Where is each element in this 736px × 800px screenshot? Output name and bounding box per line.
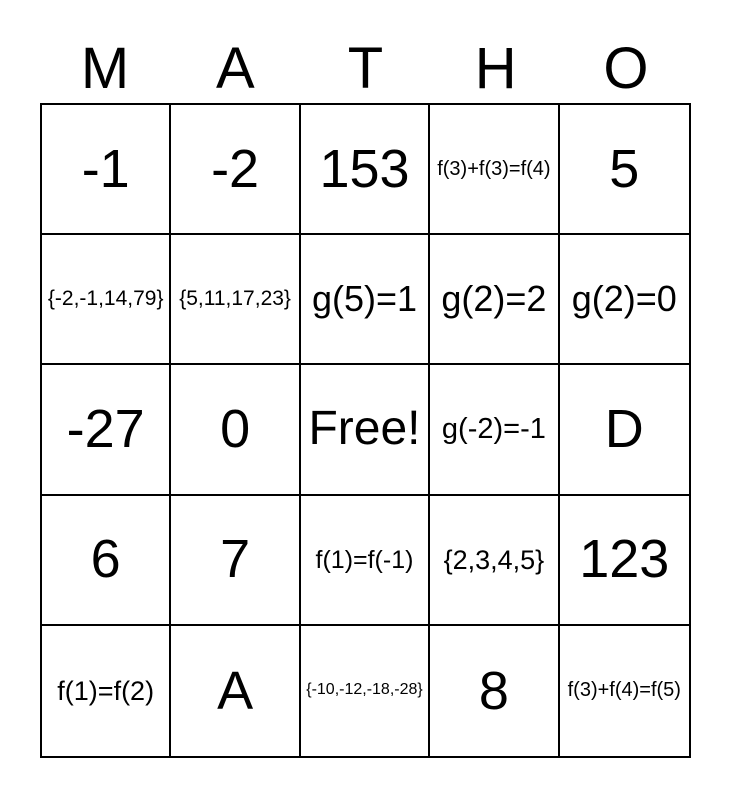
bingo-cell[interactable]: {2,3,4,5} — [430, 495, 560, 626]
bingo-cell[interactable]: g(2)=0 — [559, 235, 689, 366]
bingo-cell[interactable]: g(2)=2 — [430, 235, 560, 366]
free-cell[interactable]: Free! — [300, 365, 431, 496]
bingo-grid: -1 -2 153 f(3)+f(3)=f(4) 5 {-2,-1,14,79} {5,11… — [40, 103, 691, 758]
bingo-cell[interactable]: D — [559, 365, 689, 496]
bingo-cell[interactable]: 6 — [42, 495, 172, 626]
bingo-cell[interactable]: f(3)+f(3)=f(4) — [430, 105, 560, 236]
bingo-cell[interactable]: {-10,-12,-18,-28} — [300, 625, 431, 756]
column-letter-h: H — [474, 36, 517, 101]
bingo-cell[interactable]: g(5)=1 — [300, 235, 431, 366]
column-letter-m: M — [80, 36, 130, 101]
column-letter-a: A — [215, 36, 255, 101]
bingo-cell[interactable]: {5,11,17,23} — [171, 235, 301, 366]
bingo-cell[interactable]: f(3)+f(4)=f(5) — [559, 625, 689, 756]
bingo-cell[interactable]: {-2,-1,14,79} — [42, 235, 172, 366]
bingo-cell[interactable]: f(1)=f(2) — [42, 625, 172, 756]
bingo-cell[interactable]: 5 — [559, 105, 689, 236]
column-letter-t: T — [347, 36, 384, 101]
bingo-cell[interactable]: -2 — [171, 105, 301, 236]
bingo-cell[interactable]: 123 — [559, 495, 689, 626]
bingo-cell[interactable]: -27 — [42, 365, 172, 496]
bingo-cell[interactable]: 153 — [300, 105, 431, 236]
column-letter-o: O — [603, 36, 649, 101]
bingo-cell[interactable]: 0 — [171, 365, 301, 496]
bingo-cell[interactable]: A — [171, 625, 301, 756]
bingo-cell[interactable]: g(-2)=-1 — [430, 365, 560, 496]
bingo-cell[interactable]: 8 — [430, 625, 560, 756]
bingo-cell[interactable]: 7 — [171, 495, 301, 626]
bingo-cell[interactable]: f(1)=f(-1) — [300, 495, 431, 626]
bingo-cell[interactable]: -1 — [42, 105, 172, 236]
